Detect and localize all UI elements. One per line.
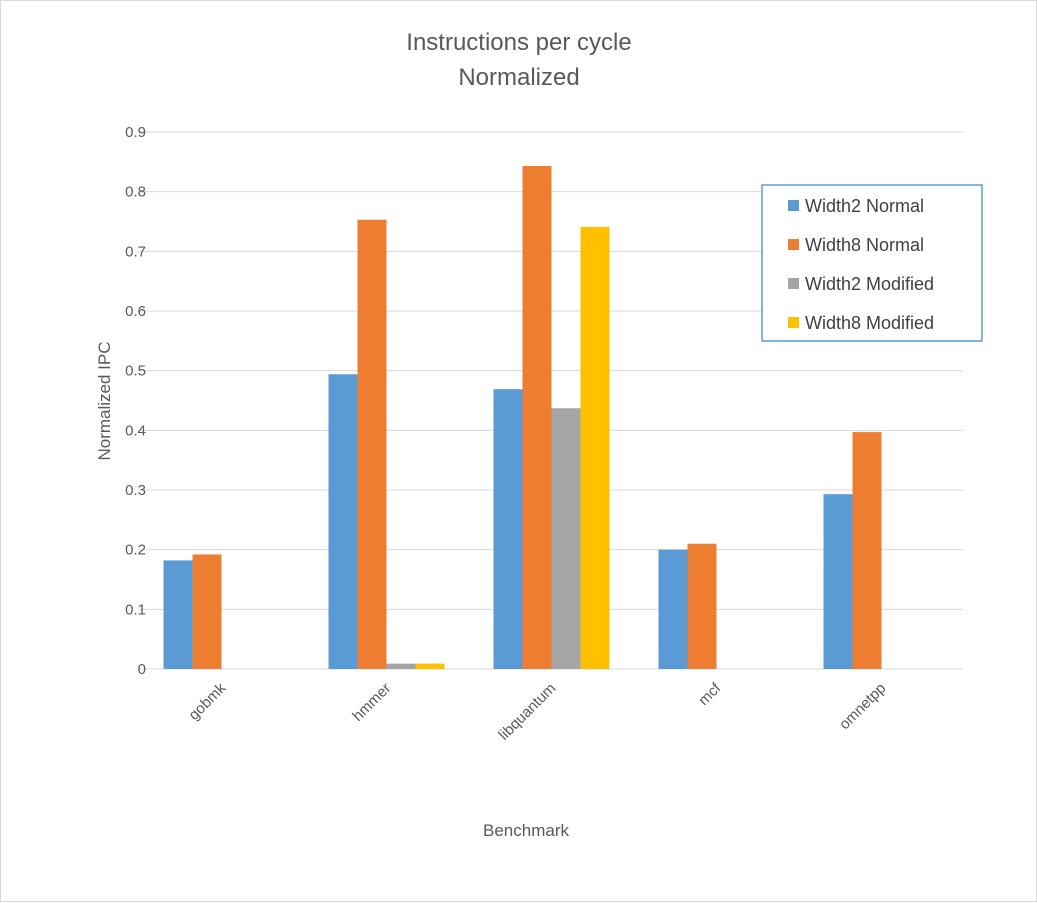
bar [551, 408, 581, 669]
bars [163, 166, 882, 669]
bar [658, 549, 688, 669]
x-tick-label: libquantum [495, 680, 559, 744]
y-axis-title: Normalized IPC [95, 341, 114, 460]
bar [357, 219, 387, 669]
y-tick-label: 0.5 [125, 363, 146, 380]
x-axis-title: Benchmark [483, 821, 569, 840]
bar [687, 543, 717, 669]
legend-swatch [788, 200, 799, 211]
legend-label: Width2 Normal [805, 196, 924, 216]
y-tick-label: 0.3 [125, 482, 146, 499]
bar [192, 554, 222, 669]
bar [823, 494, 853, 669]
legend-swatch [788, 317, 799, 328]
bar [852, 432, 882, 669]
legend-label: Width8 Normal [805, 235, 924, 255]
y-tick-label: 0.4 [125, 422, 146, 439]
bar [328, 374, 358, 669]
bar [580, 226, 610, 669]
y-tick-label: 0.2 [125, 542, 146, 559]
y-tick-label: 0.1 [125, 601, 146, 618]
chart-subtitle: Normalized [458, 64, 579, 91]
bar [522, 166, 552, 669]
legend-swatch [788, 278, 799, 289]
bar [163, 560, 193, 669]
bar [386, 663, 416, 669]
y-tick-label: 0 [138, 661, 146, 678]
legend: Width2 Normal Width8 Normal Width2 Modifie… [761, 184, 983, 342]
x-tick-label: mcf [695, 679, 725, 709]
legend-label: Width8 Modified [805, 313, 934, 333]
x-tick-labels: gobmk hmmer libquantum mcf omnetpp [185, 679, 889, 743]
y-tick-label: 0.8 [125, 184, 146, 201]
x-tick-label: omnetpp [836, 680, 889, 733]
x-tick-label: hmmer [349, 680, 394, 725]
bar [493, 389, 523, 669]
legend-swatch [788, 239, 799, 250]
y-tick-label: 0.9 [125, 124, 146, 141]
y-tick-label: 0.7 [125, 243, 146, 260]
bar [415, 663, 445, 669]
legend-label: Width2 Modified [805, 274, 934, 294]
chart-title: Instructions per cycle [406, 29, 631, 56]
y-tick-label: 0.6 [125, 303, 146, 320]
x-tick-label: gobmk [185, 679, 229, 723]
y-tick-labels: 0 0.1 0.2 0.3 0.4 0.5 0.6 0.7 0.8 0.9 [125, 124, 146, 678]
